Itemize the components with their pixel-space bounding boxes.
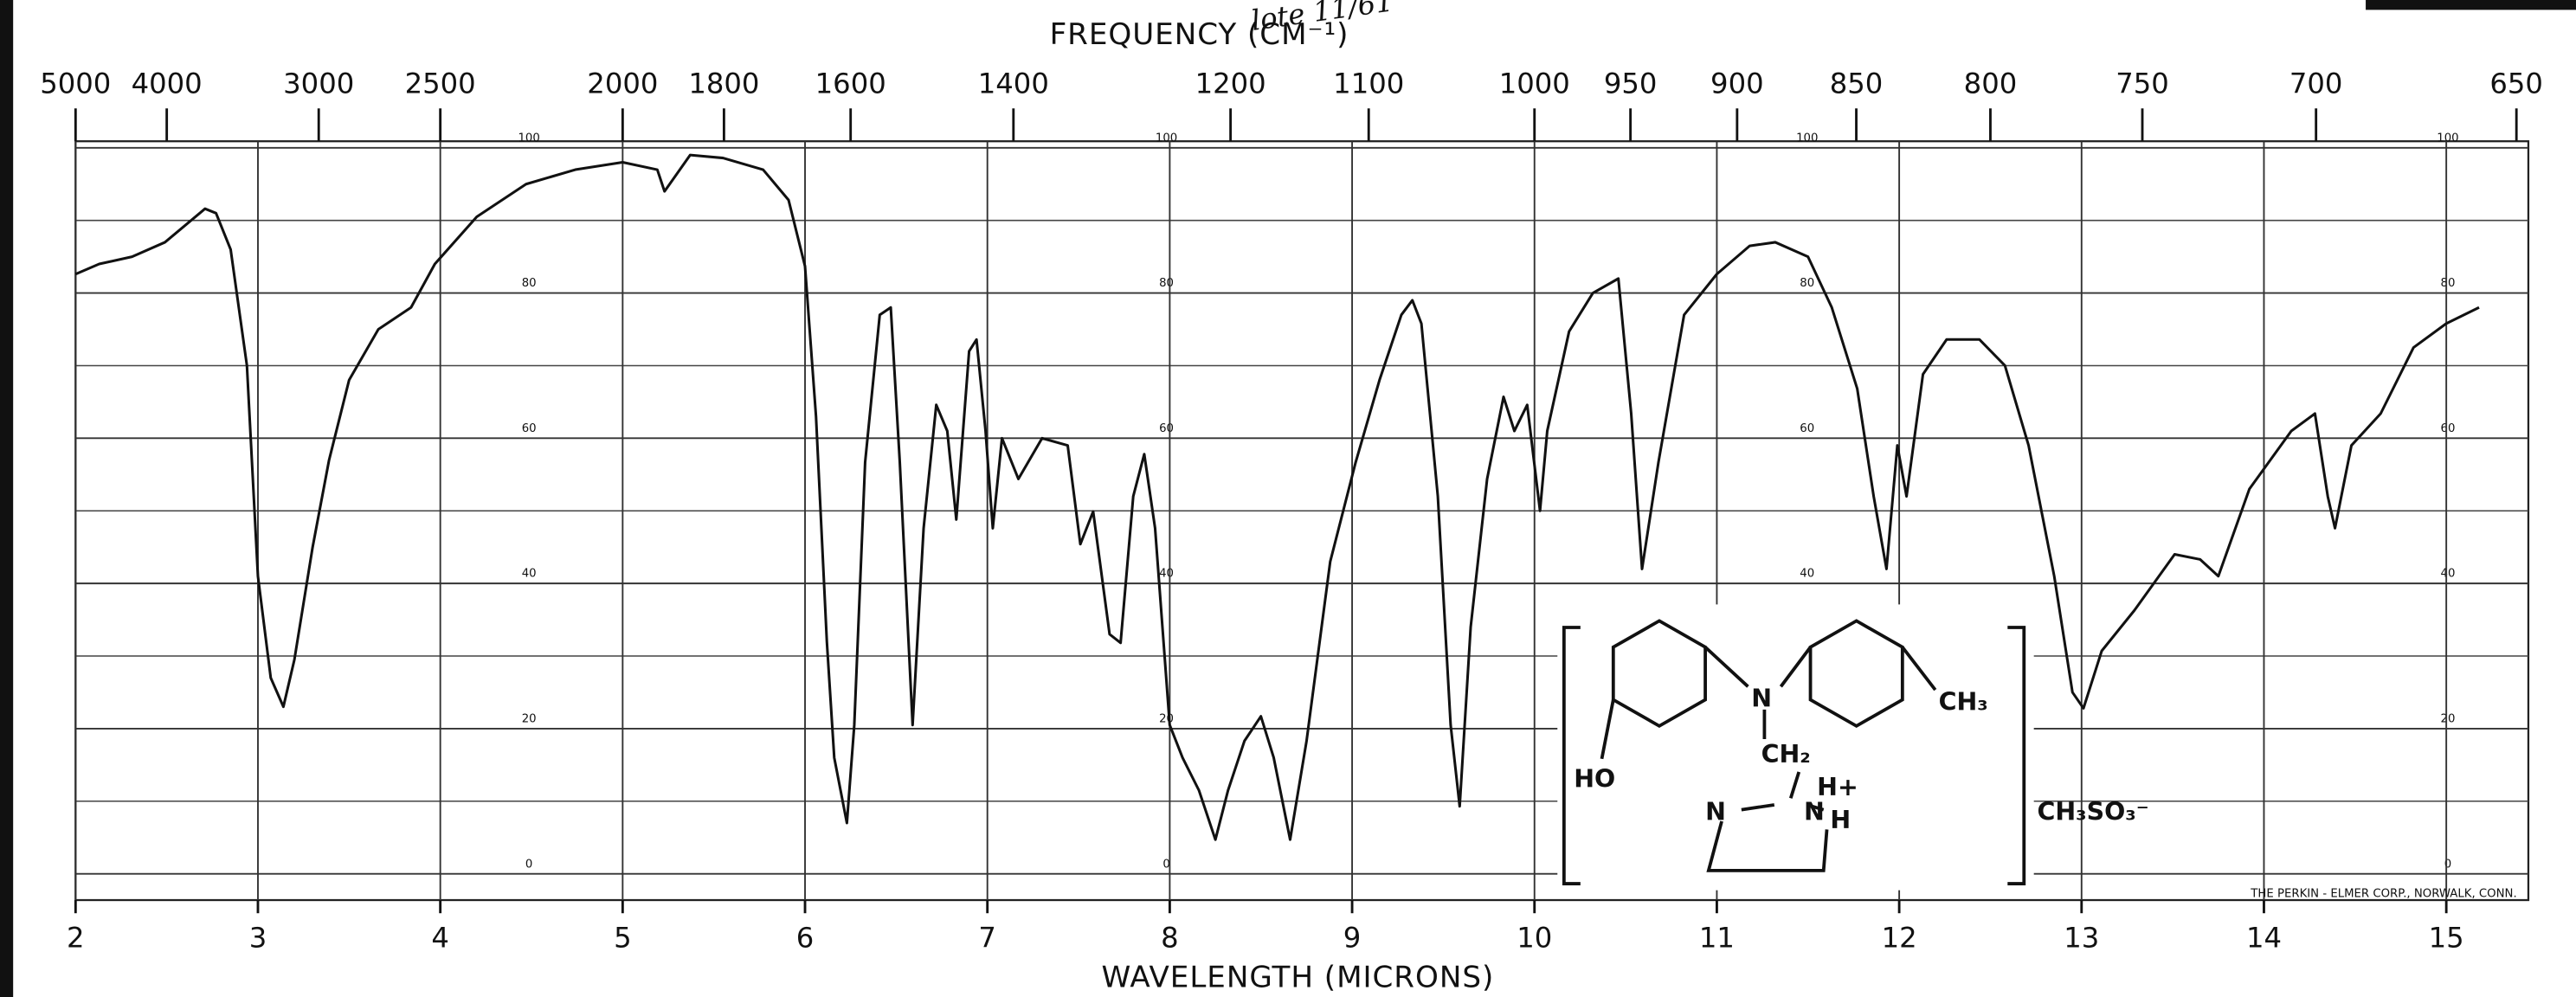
x2-tick-label: 1800 (688, 68, 759, 100)
y-tick-label: 100 (1796, 132, 1818, 145)
y-tick-label: 40 (1800, 568, 1814, 581)
ring-bond (1706, 803, 1829, 872)
ring-n: N (1705, 797, 1726, 826)
x2-tick-label: 900 (1710, 68, 1764, 100)
x2-tick-label: 1400 (978, 68, 1049, 100)
methylene: CH₂ (1761, 740, 1811, 769)
bracket (1562, 626, 1581, 885)
x-tick-label: 9 (1343, 922, 1362, 955)
y-tick-label: 100 (518, 132, 539, 145)
y-tick-label: 60 (2441, 422, 2456, 435)
y-tick-label: 20 (1159, 713, 1174, 726)
x-tick-label: 13 (2064, 922, 2099, 955)
hydroxyl: HO (1574, 764, 1615, 793)
x2-tick-label: 650 (2489, 68, 2543, 100)
h: H (1830, 806, 1851, 834)
x-axis-title: WAVELENGTH (MICRONS) (1102, 961, 1495, 995)
y-tick-label: 40 (2441, 568, 2456, 581)
x-tick-label: 8 (1161, 922, 1179, 955)
x2-tick-label: 700 (2289, 68, 2343, 100)
anion: CH₃SO₃⁻ (2037, 797, 2148, 826)
x2-tick-label: 850 (1830, 68, 1884, 100)
bond (1600, 646, 1813, 799)
amine: N (1751, 684, 1772, 712)
x2-tick-label: 950 (1604, 68, 1658, 100)
x2-tick-label: 5000 (40, 68, 111, 100)
x-tick-label: 7 (978, 922, 996, 955)
structure-bg (1557, 604, 2034, 891)
x-tick-label: 11 (1699, 922, 1735, 955)
ring-nh: N (1804, 797, 1825, 826)
structure: N CH₃ CH₂ HO N N H+ H CH₃SO₃⁻ (1557, 604, 2149, 891)
x-tick-label: 6 (796, 922, 815, 955)
y-tick-label: 80 (1159, 277, 1174, 290)
x2-tick-label: 1200 (1195, 68, 1266, 100)
x2-tick-label: 1000 (1499, 68, 1570, 100)
y-tick-label: 20 (522, 713, 537, 726)
y-tick-label: 0 (1162, 858, 1169, 871)
y-tick-label: 20 (2441, 713, 2456, 726)
spectrum-line (74, 153, 2480, 841)
x2-tick-label: 750 (2116, 68, 2169, 100)
methyl: CH₃ (1939, 687, 1988, 716)
bracket (2007, 626, 2026, 885)
x2-tick-label: 800 (1964, 68, 2018, 100)
x-tick-label: 10 (1517, 922, 1552, 955)
y-tick-label: 80 (2441, 277, 2456, 290)
x2-tick-label: 2500 (405, 68, 476, 100)
scan-edge (0, 0, 14, 997)
frequency-title: FREQUENCY (CM⁻¹) (1050, 17, 1349, 52)
y-tick-label: 0 (525, 858, 532, 871)
y-tick-label: 40 (1159, 568, 1174, 581)
x2-tick-label: 3000 (283, 68, 354, 100)
x-tick-label: 15 (2429, 922, 2464, 955)
x-tick-label: 14 (2246, 922, 2282, 955)
y-tick-label: 40 (522, 568, 537, 581)
plot (74, 153, 2480, 841)
grid: 0000202020204040404060606060808080801001… (40, 68, 2543, 955)
x-tick-label: 3 (249, 922, 267, 955)
credit: THE PERKIN - ELMER CORP., NORWALK, CONN. (2250, 887, 2516, 900)
x2-tick-label: 4000 (132, 68, 203, 100)
scan-edge (2366, 0, 2576, 10)
y-tick-label: 60 (1159, 422, 1174, 435)
x2-tick-label: 2000 (587, 68, 658, 100)
y-tick-label: 60 (522, 422, 537, 435)
y-tick-label: 60 (1800, 422, 1814, 435)
x-tick-label: 2 (67, 922, 85, 955)
x-tick-label: 12 (1882, 922, 1917, 955)
y-tick-label: 100 (2437, 132, 2458, 145)
h-plus: H+ (1817, 773, 1858, 801)
y-tick-label: 80 (1800, 277, 1814, 290)
y-tick-label: 0 (2444, 858, 2451, 871)
x-tick-label: 4 (431, 922, 449, 955)
x-tick-label: 5 (614, 922, 632, 955)
y-tick-label: 100 (1156, 132, 1177, 145)
bond (1901, 646, 1937, 691)
x2-tick-label: 1600 (815, 68, 886, 100)
x2-tick-label: 1100 (1333, 68, 1404, 100)
y-tick-label: 80 (522, 277, 537, 290)
